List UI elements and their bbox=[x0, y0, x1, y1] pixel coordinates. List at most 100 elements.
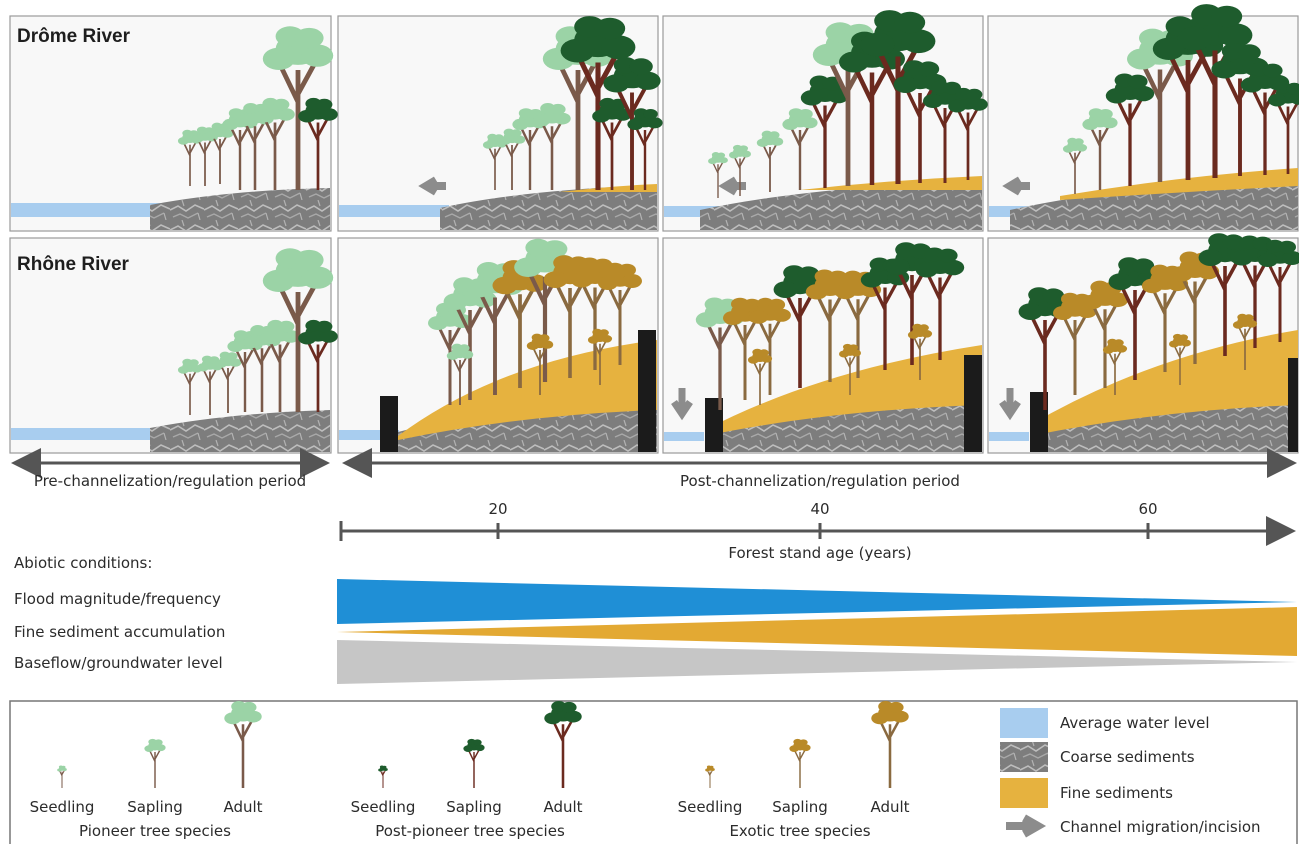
tree-icon bbox=[729, 144, 751, 196]
tree-icon bbox=[206, 122, 234, 184]
coarse-sediment bbox=[1030, 398, 1298, 452]
coarse-sediment bbox=[700, 180, 982, 230]
fine-sediment bbox=[800, 176, 982, 190]
pioneer-sapling-label: Sapling bbox=[127, 798, 183, 816]
tick-label: 60 bbox=[1138, 500, 1157, 518]
sapling-icon bbox=[463, 738, 485, 788]
adult-tree-icon bbox=[224, 701, 262, 788]
coarse-key-label: Coarse sediments bbox=[1060, 748, 1195, 766]
exotic-group-label: Exotic tree species bbox=[729, 822, 870, 840]
tree-icon bbox=[1232, 313, 1258, 370]
water-level bbox=[989, 432, 1029, 441]
tree-icon bbox=[800, 75, 850, 188]
water-level bbox=[664, 432, 704, 441]
axis-title: Forest stand age (years) bbox=[728, 544, 911, 562]
tree-icon bbox=[214, 351, 242, 413]
tick-label: 20 bbox=[488, 500, 507, 518]
exotic-sapling-label: Sapling bbox=[772, 798, 828, 816]
tree-icon bbox=[560, 16, 636, 190]
incision-arrow-icon bbox=[671, 388, 693, 421]
tree-icon bbox=[627, 108, 663, 190]
tree-icon bbox=[915, 247, 965, 360]
migration-arrow-icon bbox=[1002, 176, 1030, 196]
tree-icon bbox=[498, 128, 526, 190]
dike-icon bbox=[380, 396, 398, 452]
tree-icon bbox=[1102, 338, 1128, 395]
tree-icon bbox=[1240, 62, 1290, 175]
fine-sediment bbox=[1030, 330, 1298, 436]
tree-icon bbox=[708, 152, 728, 198]
fine-sediment-wedge bbox=[337, 607, 1297, 656]
fine-sediment bbox=[398, 340, 657, 440]
postpioneer-sapling-label: Sapling bbox=[446, 798, 502, 816]
sapling-icon bbox=[789, 738, 811, 788]
migration-arrow-icon bbox=[718, 176, 746, 196]
baseflow-label: Baseflow/groundwater level bbox=[14, 654, 223, 672]
dike-icon bbox=[1288, 358, 1298, 452]
coarse-sediment bbox=[705, 395, 982, 452]
tick-label: 40 bbox=[810, 500, 829, 518]
fine-sediment bbox=[705, 345, 982, 436]
period-arrows: Pre-channelization/regulation period Pos… bbox=[11, 448, 1297, 490]
tree-icon bbox=[482, 133, 508, 190]
exotic-adult-label: Adult bbox=[870, 798, 909, 816]
tree-icon bbox=[255, 97, 295, 190]
trees-layer bbox=[177, 4, 1299, 415]
tree-icon bbox=[533, 103, 571, 190]
dike-icon bbox=[964, 355, 982, 452]
tree-icon bbox=[948, 87, 988, 180]
coarse-sediment bbox=[440, 185, 657, 230]
abiotic-conditions: Abiotic conditions: Flood magnitude/freq… bbox=[14, 554, 1297, 684]
tree-icon bbox=[749, 297, 791, 395]
pre-period-label: Pre-channelization/regulation period bbox=[34, 472, 306, 490]
flood-wedge bbox=[337, 579, 1297, 624]
pioneer-adult-label: Adult bbox=[223, 798, 262, 816]
age-axis: 20 40 60 Forest stand age (years) bbox=[339, 500, 1296, 562]
sapling-icon bbox=[144, 738, 166, 788]
tree-icon bbox=[526, 333, 554, 395]
channel-arrow-icon bbox=[1006, 814, 1047, 838]
tree-icon bbox=[598, 262, 642, 365]
tree-icon bbox=[839, 343, 861, 395]
tree-icon bbox=[587, 328, 613, 385]
water-level bbox=[664, 206, 734, 217]
coarse-sediment bbox=[150, 410, 330, 452]
exotic-seedling-label: Seedling bbox=[678, 798, 743, 816]
tree-icon bbox=[260, 319, 300, 412]
tree-icon bbox=[446, 343, 474, 405]
adult-tree-icon bbox=[544, 701, 582, 788]
tree-icon bbox=[298, 319, 338, 412]
legend-tree-icons bbox=[57, 701, 909, 788]
tree-icon bbox=[907, 323, 933, 380]
postpioneer-group-label: Post-pioneer tree species bbox=[375, 822, 565, 840]
pioneer-group-label: Pioneer tree species bbox=[79, 822, 231, 840]
tree-icon bbox=[603, 56, 661, 190]
fine-key-label: Fine sediments bbox=[1060, 784, 1173, 802]
drome-title: Drôme River bbox=[17, 26, 131, 47]
incision-arrow-icon bbox=[999, 388, 1021, 421]
water-level bbox=[339, 205, 449, 217]
fine-sediment-label: Fine sediment accumulation bbox=[14, 623, 225, 641]
coarse-sediment bbox=[150, 188, 330, 230]
tree-icon bbox=[1062, 137, 1088, 194]
water-swatch bbox=[1000, 708, 1048, 738]
water-key-label: Average water level bbox=[1060, 714, 1210, 732]
tree-icon bbox=[262, 248, 334, 412]
tree-icon bbox=[1169, 333, 1191, 385]
tree-icon bbox=[298, 97, 338, 190]
legend: Seedling Sapling Adult Pioneer tree spec… bbox=[9, 700, 1298, 844]
channel-key-label: Channel migration/incision bbox=[1060, 818, 1261, 836]
post-period-label: Post-channelization/regulation period bbox=[680, 472, 960, 490]
tree-icon bbox=[756, 130, 784, 192]
seedling-icon bbox=[705, 765, 715, 788]
flood-label: Flood magnitude/frequency bbox=[14, 590, 221, 608]
fine-swatch bbox=[1000, 778, 1048, 808]
tree-icon bbox=[1258, 239, 1299, 342]
tree-icon bbox=[1105, 73, 1155, 186]
water-level bbox=[339, 430, 399, 440]
migration-arrow-icon bbox=[418, 176, 446, 196]
pioneer-seedling-label: Seedling bbox=[30, 798, 95, 816]
abiotic-heading: Abiotic conditions: bbox=[14, 554, 152, 572]
adult-tree-icon bbox=[871, 701, 909, 788]
